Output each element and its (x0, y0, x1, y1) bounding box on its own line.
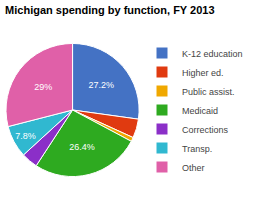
svg-text:27.2%: 27.2% (88, 80, 114, 90)
svg-text:Michigan spending by function,: Michigan spending by function, FY 2013 (5, 4, 214, 16)
svg-text:Public assist.: Public assist. (182, 87, 235, 97)
svg-text:26.4%: 26.4% (69, 142, 95, 152)
svg-text:7.8%: 7.8% (15, 131, 36, 141)
svg-text:Medicaid: Medicaid (182, 106, 218, 116)
svg-text:Corrections: Corrections (182, 125, 229, 135)
svg-text:K-12 education: K-12 education (182, 49, 243, 59)
svg-text:29%: 29% (34, 82, 52, 92)
svg-text:Transp.: Transp. (182, 144, 212, 154)
svg-text:Higher ed.: Higher ed. (182, 68, 224, 78)
svg-text:Other: Other (182, 163, 205, 173)
